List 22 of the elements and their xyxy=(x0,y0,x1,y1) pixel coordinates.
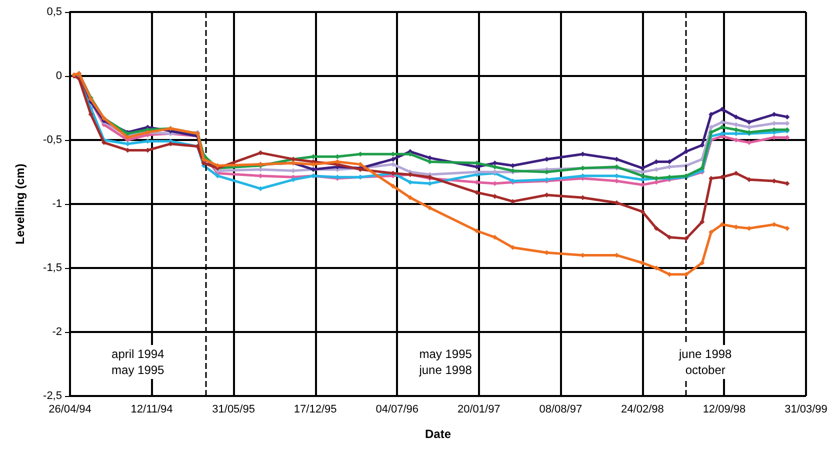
y-tick-label: -1,5 xyxy=(43,262,62,274)
x-tick-label: 31/05/95 xyxy=(212,404,255,416)
x-tick-label: 12/09/98 xyxy=(702,404,746,416)
x-tick-label: 20/01/97 xyxy=(457,404,500,416)
x-tick-label: 04/07/96 xyxy=(376,404,419,416)
annotation: june 1998 october xyxy=(678,347,732,377)
annotation: april 1994 may 1995 xyxy=(112,347,165,377)
y-tick-label: -0,5 xyxy=(43,134,62,146)
x-tick-label: 24/02/98 xyxy=(621,404,664,416)
x-tick-label: 26/04/94 xyxy=(48,404,92,416)
x-tick-label: 08/08/97 xyxy=(539,404,582,416)
annotation: may 1995 june 1998 xyxy=(418,347,472,377)
y-tick-label: -2 xyxy=(52,326,62,338)
y-tick-label: 0 xyxy=(56,70,62,82)
x-tick-label: 17/12/95 xyxy=(294,404,337,416)
y-tick-label: 0,5 xyxy=(46,6,62,18)
x-tick-label: 12/11/94 xyxy=(130,404,173,416)
y-axis-title: Levelling (cm) xyxy=(13,164,27,244)
y-tick-label: -2,5 xyxy=(43,390,62,402)
x-tick-label: 31/03/99 xyxy=(784,404,828,416)
x-axis-title: Date xyxy=(424,427,452,441)
y-tick-label: -1 xyxy=(52,198,62,210)
